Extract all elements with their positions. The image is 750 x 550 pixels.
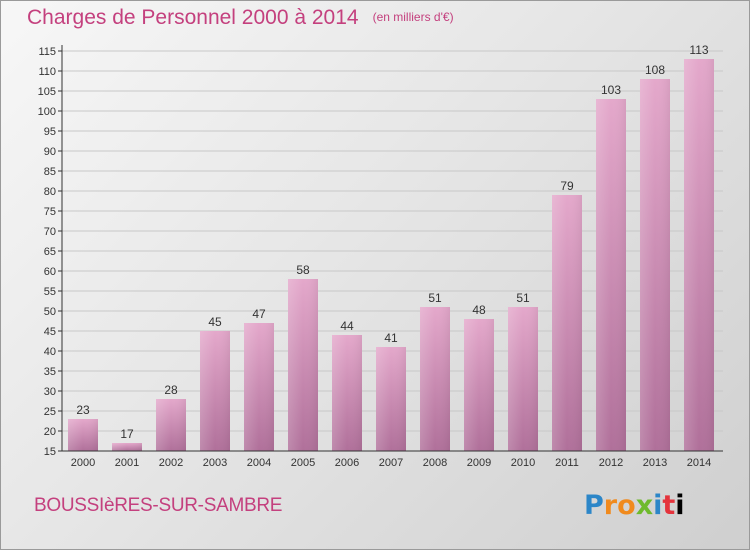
x-tick-label: 2014 [687, 457, 711, 469]
y-tick-label: 90 [44, 146, 56, 158]
data-label: 28 [164, 383, 178, 397]
x-tick-label: 2005 [291, 457, 315, 469]
y-tick-label: 80 [44, 186, 56, 198]
data-label: 23 [76, 403, 90, 417]
y-tick-label: 50 [44, 306, 56, 318]
data-label: 103 [601, 83, 621, 97]
commune-name: BOUSSIèRES-SUR-SAMBRE [34, 495, 283, 516]
data-label: 48 [472, 303, 486, 317]
bar-highlight [684, 59, 714, 451]
y-tick-label: 45 [44, 326, 56, 338]
data-label: 41 [384, 331, 398, 345]
data-label: 108 [645, 63, 665, 77]
x-tick-label: 2002 [159, 457, 183, 469]
y-tick-label: 115 [38, 46, 56, 58]
data-label: 47 [252, 307, 266, 321]
x-tick-label: 2011 [555, 457, 579, 469]
y-tick-label: 110 [38, 66, 56, 78]
y-tick-label: 30 [44, 386, 56, 398]
x-tick-label: 2003 [203, 457, 227, 469]
y-tick-label: 105 [38, 86, 56, 98]
x-tick-label: 2007 [379, 457, 403, 469]
y-tick-label: 60 [44, 266, 56, 278]
y-tick-label: 35 [44, 366, 56, 378]
unit-note: (en milliers d'€) [372, 10, 454, 24]
y-tick-label: 70 [44, 226, 56, 238]
axes: 15 20 25 30 35 40 45 50 55 60 65 70 75 80 85 90 95 100 105… [38, 45, 723, 469]
data-label: 113 [689, 43, 708, 57]
data-labels: 23 17 28 45 47 58 44 41 51 48 51 79 103 108 113 [76, 43, 709, 441]
bar-highlight [420, 307, 450, 451]
y-tick-label: 55 [44, 286, 56, 298]
data-label: 58 [296, 263, 310, 277]
bar-highlight [596, 99, 626, 451]
data-label: 51 [428, 291, 442, 305]
logo-letter: i [653, 490, 663, 521]
y-tick-label: 85 [44, 166, 56, 178]
bar-highlight [640, 79, 670, 451]
bar-highlight [112, 443, 142, 451]
x-tick-label: 2001 [115, 457, 139, 469]
x-tick-label: 2006 [335, 457, 359, 469]
bar-highlight [244, 323, 274, 451]
logo-letter: t [662, 490, 676, 521]
y-tick-label: 75 [44, 206, 56, 218]
bar-highlight [200, 331, 230, 451]
chart-title-text: Charges de Personnel 2000 à 2014 [27, 6, 359, 29]
proxiti-logo: Proxiti [584, 490, 685, 521]
bar-highlight [376, 347, 406, 451]
y-tick-label: 20 [44, 426, 56, 438]
x-tick-label: 2012 [599, 457, 623, 469]
y-tick-label: 95 [44, 126, 56, 138]
data-label: 79 [560, 179, 574, 193]
bar-highlight [552, 195, 582, 451]
data-label: 17 [120, 427, 134, 441]
y-tick-label: 25 [44, 406, 56, 418]
bar-highlight [508, 307, 538, 451]
chart-title: Charges de Personnel 2000 à 2014 (en mill… [27, 6, 454, 30]
x-tick-label: 2008 [423, 457, 447, 469]
y-tick-label: 100 [38, 106, 56, 118]
logo-letter: x [635, 490, 654, 521]
logo-letter: i [675, 490, 685, 521]
bar-highlight [156, 399, 186, 451]
y-tick-label: 40 [44, 346, 56, 358]
bar-highlight [68, 419, 98, 451]
data-label: 45 [208, 315, 222, 329]
x-tick-label: 2009 [467, 457, 491, 469]
bar-highlight [288, 279, 318, 451]
bar-highlight [464, 319, 494, 451]
logo-letter: r [603, 490, 618, 521]
y-tick-label: 15 [44, 446, 56, 458]
logo-letter: P [584, 490, 604, 521]
bar-highlight [332, 335, 362, 451]
x-tick-label: 2010 [511, 457, 535, 469]
bars [68, 59, 714, 451]
x-tick-label: 2013 [643, 457, 667, 469]
logo-letter: o [617, 490, 636, 521]
x-tick-label: 2000 [71, 457, 95, 469]
data-label: 44 [340, 319, 354, 333]
y-tick-label: 65 [44, 246, 56, 258]
x-tick-label: 2004 [247, 457, 271, 469]
data-label: 51 [516, 291, 530, 305]
